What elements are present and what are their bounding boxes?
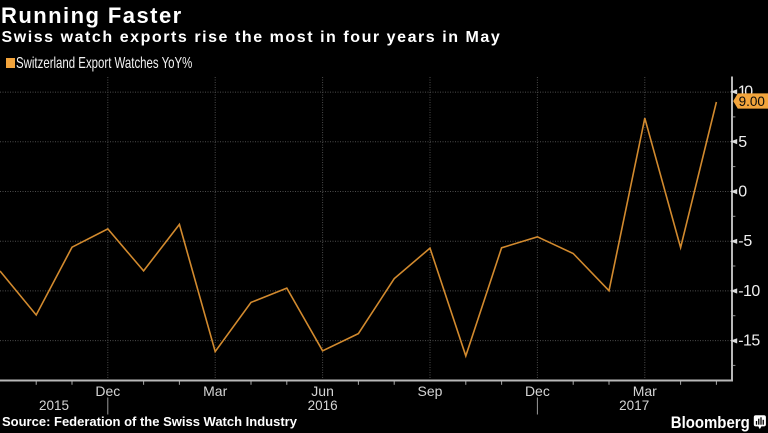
svg-text:-5: -5 xyxy=(738,233,752,250)
svg-text:Dec: Dec xyxy=(95,383,120,399)
svg-text:Dec: Dec xyxy=(525,383,550,399)
svg-text:Jun: Jun xyxy=(311,383,334,399)
svg-text:Mar: Mar xyxy=(203,383,227,399)
svg-text:9.00: 9.00 xyxy=(739,94,765,109)
svg-text:-10: -10 xyxy=(738,283,760,300)
svg-text:-15: -15 xyxy=(738,333,760,350)
svg-text:Sep: Sep xyxy=(418,383,443,399)
svg-text:2015: 2015 xyxy=(39,398,69,413)
svg-text:2017: 2017 xyxy=(619,398,649,413)
svg-text:5: 5 xyxy=(738,134,747,151)
svg-text:0: 0 xyxy=(738,184,747,201)
svg-text:Mar: Mar xyxy=(633,383,657,399)
svg-text:2016: 2016 xyxy=(308,398,338,413)
